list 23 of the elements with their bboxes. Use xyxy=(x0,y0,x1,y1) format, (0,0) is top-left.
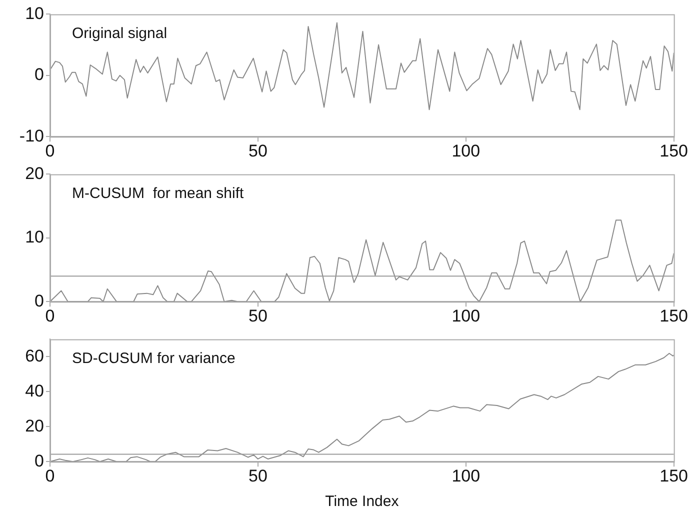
y-tick-label: 0 xyxy=(34,65,44,84)
x-tick-label: 150 xyxy=(660,141,688,160)
x-tick-label: 50 xyxy=(248,141,268,160)
y-tick-label: 10 xyxy=(25,4,44,23)
y-tick-label: 20 xyxy=(25,164,44,183)
y-tick-label: 40 xyxy=(25,381,44,400)
x-tick-label: 50 xyxy=(248,466,268,486)
x-tick-label: 100 xyxy=(452,306,480,326)
x-axis-title: Time Index xyxy=(325,493,400,510)
text: Original signal xyxy=(72,24,168,42)
x-tick-label: 150 xyxy=(660,306,688,326)
text: SD-CUSUM for variance xyxy=(72,350,236,367)
y-tick-label: -10 xyxy=(19,126,44,146)
text: M-CUSUM for mean shift xyxy=(72,184,245,202)
x-tick-label: 100 xyxy=(452,141,480,160)
y-tick-label: 10 xyxy=(25,228,44,247)
y-tick-label: 20 xyxy=(25,416,44,436)
y-tick-label: 0 xyxy=(34,291,44,310)
x-tick-label: 150 xyxy=(660,466,688,486)
y-tick-label: 0 xyxy=(34,451,44,470)
x-tick-label: 50 xyxy=(248,306,268,326)
y-tick-label: 60 xyxy=(25,346,44,366)
x-tick-label: 100 xyxy=(452,466,480,486)
